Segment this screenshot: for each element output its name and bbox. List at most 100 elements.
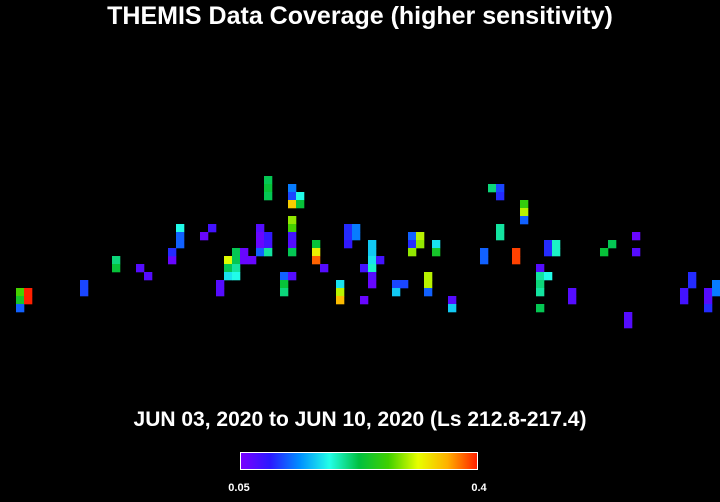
coverage-cell-91 <box>480 256 489 265</box>
coverage-cell-42 <box>280 288 289 297</box>
coverage-cell-105 <box>536 288 545 297</box>
coverage-cell-17 <box>208 224 217 233</box>
coverage-cell-48 <box>288 232 297 241</box>
coverage-cell-41 <box>280 280 289 289</box>
coverage-cell-124 <box>704 288 713 297</box>
coverage-cell-47 <box>288 224 297 233</box>
coverage-cell-53 <box>296 200 305 209</box>
coverage-cell-38 <box>264 240 273 249</box>
coverage-cell-49 <box>288 240 297 249</box>
coverage-cell-36 <box>264 192 273 201</box>
coverage-cell-106 <box>536 304 545 313</box>
coverage-cell-92 <box>488 184 497 193</box>
coverage-cell-15 <box>176 240 185 249</box>
coverage-cell-4 <box>24 296 33 305</box>
coverage-cell-82 <box>416 240 425 249</box>
coverage-cell-68 <box>368 240 377 249</box>
coverage-cell-11 <box>168 256 177 265</box>
coverage-cell-31 <box>256 232 265 241</box>
coverage-cell-20 <box>224 256 233 265</box>
coverage-cell-34 <box>264 176 273 185</box>
coverage-cell-96 <box>496 232 505 241</box>
coverage-cell-113 <box>568 296 577 305</box>
coverage-cell-64 <box>352 224 361 233</box>
coverage-cell-12 <box>168 248 177 257</box>
coverage-cell-94 <box>496 192 505 201</box>
coverage-cell-52 <box>296 192 305 201</box>
coverage-cell-128 <box>712 288 720 297</box>
coverage-cell-40 <box>280 272 289 281</box>
coverage-cell-108 <box>544 248 553 257</box>
coverage-cell-5 <box>80 280 89 289</box>
coverage-cell-117 <box>624 320 633 329</box>
coverage-cell-57 <box>320 264 329 273</box>
coverage-cell-99 <box>520 200 529 209</box>
coverage-cell-0 <box>16 288 25 297</box>
coverage-cell-112 <box>568 288 577 297</box>
coverage-cell-27 <box>240 248 249 257</box>
coverage-cell-79 <box>408 240 417 249</box>
coverage-cell-85 <box>424 288 433 297</box>
coverage-cell-100 <box>520 208 529 217</box>
coverage-cell-1 <box>16 296 25 305</box>
coverage-cell-81 <box>416 232 425 241</box>
coverage-cell-115 <box>608 240 617 249</box>
coverage-cell-123 <box>688 280 697 289</box>
coverage-cell-18 <box>216 280 225 289</box>
colorbar-min-label: 0.05 <box>228 482 250 494</box>
coverage-cell-58 <box>336 280 345 289</box>
coverage-cell-9 <box>136 264 145 273</box>
coverage-cell-10 <box>144 272 153 281</box>
coverage-cell-51 <box>288 272 297 281</box>
coverage-cell-102 <box>536 264 545 273</box>
coverage-cell-95 <box>496 224 505 233</box>
coverage-cell-74 <box>376 256 385 265</box>
coverage-cell-54 <box>312 240 321 249</box>
coverage-cell-37 <box>264 232 273 241</box>
coverage-cell-125 <box>704 296 713 305</box>
coverage-cell-107 <box>544 240 553 249</box>
coverage-cell-114 <box>600 248 609 257</box>
coverage-cell-98 <box>512 256 521 265</box>
coverage-cell-86 <box>432 240 441 249</box>
coverage-cell-46 <box>288 216 297 225</box>
coverage-cell-109 <box>544 272 553 281</box>
coverage-cell-32 <box>256 240 265 249</box>
coverage-cell-127 <box>712 280 720 289</box>
coverage-cell-116 <box>624 312 633 321</box>
coverage-cell-59 <box>336 288 345 297</box>
coverage-cell-72 <box>368 272 377 281</box>
coverage-cell-39 <box>264 248 273 257</box>
coverage-cell-84 <box>424 280 433 289</box>
coverage-cell-13 <box>176 224 185 233</box>
coverage-cell-24 <box>232 256 241 265</box>
coverage-cell-80 <box>408 248 417 257</box>
coverage-cell-26 <box>232 272 241 281</box>
coverage-cell-104 <box>536 280 545 289</box>
chart-title: THEMIS Data Coverage (higher sensitivity… <box>107 2 613 30</box>
coverage-cell-45 <box>288 200 297 209</box>
coverage-cell-44 <box>288 192 297 201</box>
coverage-cell-119 <box>632 248 641 257</box>
coverage-cell-50 <box>288 248 297 257</box>
coverage-cell-55 <box>312 248 321 257</box>
coverage-cell-69 <box>368 248 377 257</box>
coverage-cell-77 <box>400 280 409 289</box>
coverage-cell-2 <box>16 304 25 313</box>
coverage-cell-89 <box>448 304 457 313</box>
coverage-cell-61 <box>344 224 353 233</box>
coverage-cell-71 <box>368 264 377 273</box>
coverage-cell-22 <box>224 272 233 281</box>
coverage-cell-14 <box>176 232 185 241</box>
coverage-cell-8 <box>112 264 121 273</box>
coverage-cell-16 <box>200 232 209 241</box>
coverage-cell-6 <box>80 288 89 297</box>
coverage-cell-101 <box>520 216 529 225</box>
coverage-cell-25 <box>232 264 241 273</box>
coverage-cell-66 <box>360 264 369 273</box>
coverage-cell-110 <box>552 240 561 249</box>
coverage-cell-75 <box>392 280 401 289</box>
coverage-cell-122 <box>688 272 697 281</box>
